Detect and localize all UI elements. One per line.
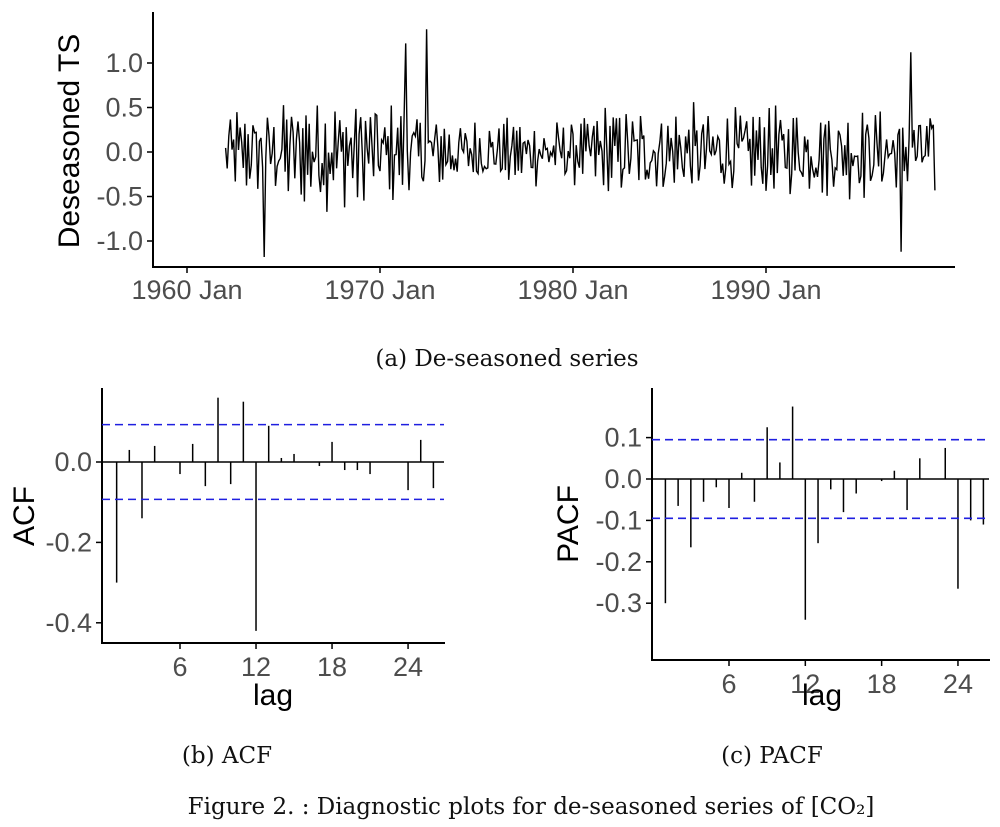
ts-y-ticks: 1.0 0.5 0.0 -0.5 -1.0	[96, 48, 153, 256]
pacf-caption: (c) PACF	[721, 743, 823, 769]
acf-x-tick-label: 6	[172, 652, 187, 682]
ts-y-tick-label: 0.0	[105, 137, 143, 167]
deseasoned-series-line	[224, 29, 936, 258]
ts-y-axis-title: Deseasoned TS	[53, 34, 86, 249]
deseasoned-series-panel: 1.0 0.5 0.0 -0.5 -1.0 1960 Jan 1970 Jan 1980 J…	[53, 12, 955, 372]
pacf-panel: 0.1 0.0 -0.1 -0.2 -0.3 6 12 18 24 PACF lag (c) …	[552, 388, 990, 769]
ts-y-tick-label: 1.0	[105, 48, 143, 78]
acf-y-axis-title: ACF	[8, 486, 41, 546]
pacf-y-tick-label: 0.1	[604, 423, 642, 453]
ts-x-tick-label: 1960 Jan	[131, 275, 242, 305]
acf-y-ticks: 0.0 -0.2 -0.4	[45, 447, 102, 638]
figure-caption: Figure 2. : Diagnostic plots for de-seas…	[188, 794, 875, 820]
ts-y-tick-label: -0.5	[96, 182, 143, 212]
acf-x-tick-label: 24	[393, 652, 423, 682]
pacf-y-axis-title: PACF	[552, 485, 585, 563]
acf-x-tick-label: 18	[317, 652, 347, 682]
pacf-y-ticks: 0.1 0.0 -0.1 -0.2 -0.3	[595, 423, 652, 618]
ts-y-tick-label: 0.5	[105, 93, 143, 123]
pacf-x-ticks: 6 12 18 24	[721, 660, 973, 699]
acf-y-tick-label: -0.2	[45, 527, 92, 557]
ts-x-ticks: 1960 Jan 1970 Jan 1980 Jan 1990 Jan	[131, 267, 822, 305]
acf-y-tick-label: 0.0	[54, 447, 92, 477]
acf-panel: 0.0 -0.2 -0.4 6 12 18 24 ACF lag (b) ACF	[8, 388, 445, 769]
pacf-y-tick-label: 0.0	[604, 464, 642, 494]
ts-caption: (a) De-seasoned series	[375, 346, 638, 372]
acf-y-tick-label: -0.4	[45, 608, 92, 638]
ts-x-tick-label: 1990 Jan	[710, 275, 821, 305]
acf-caption: (b) ACF	[182, 743, 272, 769]
pacf-x-tick-label: 6	[721, 669, 736, 699]
pacf-y-tick-label: -0.1	[595, 505, 642, 535]
acf-x-axis-title: lag	[253, 679, 293, 712]
pacf-x-tick-label: 24	[943, 669, 973, 699]
pacf-x-axis-title: lag	[802, 679, 842, 712]
ts-x-tick-label: 1970 Jan	[324, 275, 435, 305]
acf-x-tick-label: 12	[241, 652, 271, 682]
acf-spikes	[102, 397, 444, 631]
pacf-x-tick-label: 12	[790, 669, 820, 699]
pacf-y-tick-label: -0.2	[595, 547, 642, 577]
pacf-x-tick-label: 18	[867, 669, 897, 699]
pacf-y-tick-label: -0.3	[595, 588, 642, 618]
pacf-spikes	[652, 406, 989, 620]
ts-y-tick-label: -1.0	[96, 226, 143, 256]
ts-x-tick-label: 1980 Jan	[517, 275, 628, 305]
acf-x-ticks: 6 12 18 24	[172, 643, 423, 682]
